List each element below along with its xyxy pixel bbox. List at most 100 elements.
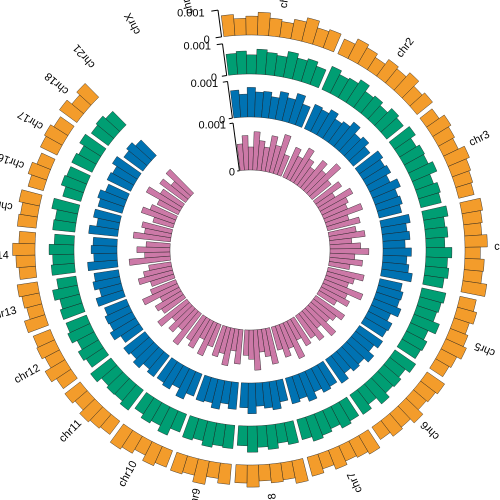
- chromosome-label: chr12: [12, 362, 42, 386]
- bar: [322, 278, 364, 301]
- bar: [349, 389, 372, 415]
- bar: [423, 265, 450, 279]
- bar: [336, 346, 360, 372]
- bar: [93, 269, 120, 282]
- bar: [233, 18, 247, 36]
- tick-label: 0.001: [191, 78, 219, 90]
- tick-label: 0.001: [177, 7, 205, 19]
- bar: [317, 187, 354, 212]
- bar: [328, 445, 348, 470]
- bar: [464, 246, 481, 260]
- bar: [429, 358, 450, 378]
- bar: [140, 397, 163, 424]
- bar: [17, 213, 38, 229]
- chromosome-label: chr3: [467, 129, 491, 149]
- bar: [374, 195, 403, 212]
- bar: [330, 401, 352, 429]
- bar: [59, 302, 86, 320]
- bar: [432, 126, 455, 147]
- bar: [455, 182, 475, 199]
- bar: [295, 313, 316, 339]
- bar: [48, 244, 75, 255]
- bar: [257, 11, 271, 37]
- bar: [201, 420, 217, 448]
- bar: [12, 242, 36, 256]
- bar: [15, 254, 36, 268]
- bar: [148, 261, 172, 271]
- bar: [126, 142, 152, 166]
- bar: [128, 255, 171, 266]
- bar: [301, 17, 320, 45]
- bar: [401, 330, 428, 352]
- bar: [460, 280, 488, 297]
- bar: [273, 134, 292, 176]
- track-4: [128, 131, 370, 371]
- bar: [416, 296, 442, 313]
- bar: [421, 205, 449, 221]
- chromosome-label: chrY: [179, 0, 196, 15]
- bar: [420, 371, 445, 395]
- bar: [370, 298, 402, 318]
- bar: [382, 239, 406, 249]
- bar: [242, 329, 250, 356]
- bar: [252, 131, 261, 171]
- bar: [135, 139, 157, 161]
- bar: [288, 93, 306, 126]
- bar: [274, 324, 292, 358]
- bar: [371, 420, 391, 440]
- bar: [319, 197, 349, 216]
- bar: [364, 377, 390, 405]
- tick-label: 0.001: [198, 119, 226, 131]
- tick-label: 0: [204, 34, 210, 46]
- bar: [132, 341, 160, 369]
- bar: [109, 317, 140, 341]
- bar: [211, 324, 227, 358]
- bar: [283, 51, 299, 80]
- bar: [239, 382, 249, 408]
- chromosome-label: chr4: [494, 240, 500, 252]
- bar: [93, 208, 122, 224]
- bar: [261, 381, 273, 409]
- bar: [44, 359, 72, 383]
- chromosome-label: chr11: [57, 417, 84, 444]
- bar: [227, 381, 239, 410]
- bar: [59, 99, 84, 123]
- bar: [304, 104, 323, 132]
- bar: [357, 47, 378, 71]
- bar: [377, 204, 402, 219]
- chromosome-label: chr17: [16, 108, 46, 132]
- bar: [264, 135, 279, 173]
- bar: [159, 178, 189, 203]
- bar: [328, 261, 351, 270]
- bar: [36, 339, 60, 360]
- axis-tick: [229, 122, 234, 125]
- bar: [221, 14, 236, 37]
- bar: [425, 247, 453, 259]
- bar: [285, 375, 301, 405]
- axis-line: [217, 10, 223, 37]
- bar: [165, 168, 195, 197]
- track-layer: [12, 11, 488, 488]
- bar: [380, 413, 403, 437]
- bar: [157, 406, 179, 436]
- bar: [156, 357, 178, 383]
- bar: [369, 178, 401, 199]
- bar: [453, 306, 478, 325]
- bar: [408, 161, 438, 182]
- track-1: [12, 11, 488, 488]
- bar: [170, 451, 188, 475]
- bar: [282, 146, 302, 180]
- chromosome-label: chr8: [266, 493, 280, 500]
- bar: [309, 179, 332, 200]
- bar: [316, 109, 339, 139]
- bar: [289, 147, 315, 184]
- bar: [252, 329, 262, 371]
- bar: [195, 374, 212, 403]
- bar: [76, 83, 100, 106]
- bar: [65, 314, 91, 333]
- bar: [248, 329, 255, 360]
- bar: [182, 415, 200, 441]
- bar: [241, 135, 249, 171]
- bar: [463, 222, 483, 237]
- bar: [16, 281, 40, 298]
